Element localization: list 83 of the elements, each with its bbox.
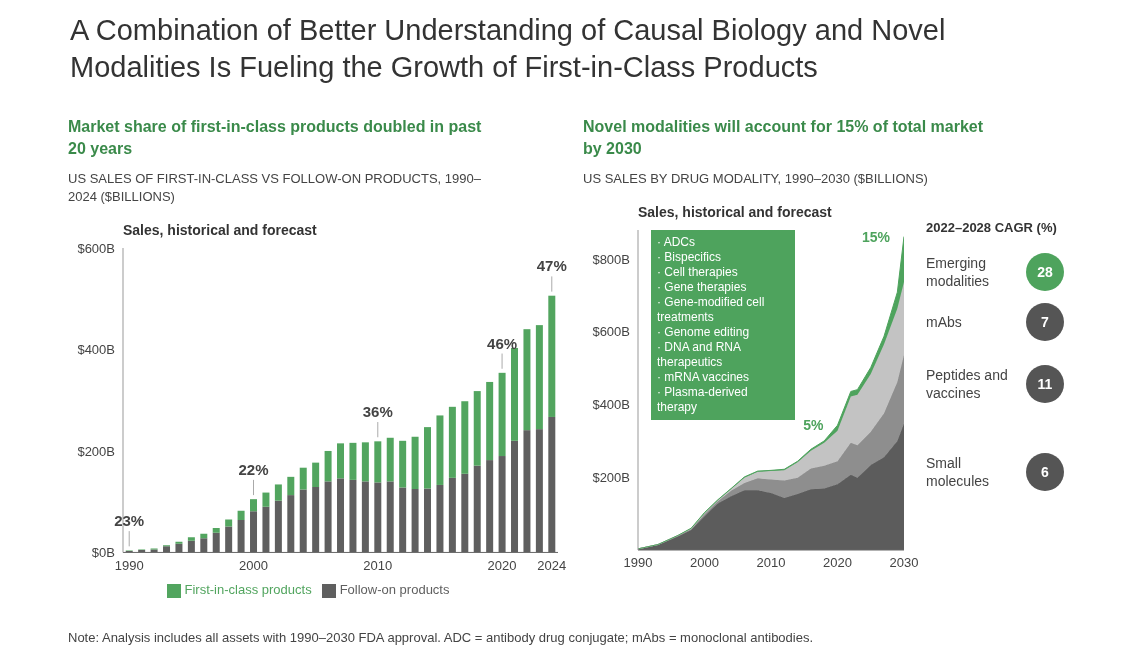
bar	[175, 541, 183, 544]
bar	[274, 484, 282, 501]
chart-subtitle: US SALES OF FIRST-IN-CLASS VS FOLLOW-ON PRODUCTS, 1990–2024 ($BILLIONS)	[68, 170, 482, 206]
bar	[424, 427, 432, 489]
bar	[262, 492, 270, 507]
x-tick-label: 2020	[823, 555, 852, 571]
annotation: 46%	[487, 334, 518, 352]
bar	[535, 325, 543, 430]
bar	[461, 401, 469, 474]
bar	[349, 442, 357, 480]
x-tick-label: 2024	[537, 557, 567, 573]
bar	[361, 442, 369, 482]
y-tick-label: $0B	[91, 545, 115, 561]
bar	[212, 528, 220, 533]
bar	[511, 347, 519, 441]
bar	[523, 329, 531, 431]
y-tick-label: $400B	[77, 342, 115, 358]
annotation: 23%	[114, 512, 145, 530]
bar	[486, 381, 494, 461]
x-tick-label: 1990	[623, 555, 653, 571]
data-label: 6	[1026, 453, 1064, 491]
annotation: · Gene-modified cell treatments	[657, 295, 766, 325]
annotation: · Plasma-derived therapy	[657, 385, 749, 415]
bar	[225, 519, 233, 527]
bar	[411, 436, 419, 490]
text: Sales, historical and forecast	[638, 204, 833, 220]
bar	[324, 450, 332, 482]
x-tick-label: 2010	[756, 555, 786, 571]
text: 2022–2028 CAGR (%)	[926, 220, 1058, 235]
annotation: 5%	[803, 417, 825, 434]
bar	[399, 440, 407, 488]
chart-subtitle: US SALES BY DRUG MODALITY, 1990–2030 ($BILLIONS)	[583, 170, 929, 188]
bar	[250, 499, 258, 512]
annotation: · ADCs	[657, 235, 696, 250]
annotation: 47%	[536, 257, 567, 275]
y-tick-label: $200B	[77, 443, 115, 459]
bar	[237, 510, 245, 520]
bar	[386, 437, 394, 482]
x-tick-label: 2000	[690, 555, 719, 571]
x-tick-label: 2030	[889, 555, 919, 571]
y-tick-label: $200B	[592, 469, 630, 485]
annotation: · mRNA vaccines	[657, 370, 751, 385]
bar	[287, 476, 295, 496]
category-label: Peptides and vaccines	[926, 366, 1009, 402]
text: A Combination of Better Understanding of Causal Biology and Novel Modalities Is Fueling the Growth of First-in-Class Products	[70, 13, 947, 85]
bar	[436, 415, 444, 485]
category-label: Small molecules	[926, 454, 991, 490]
x-tick-label: 2000	[239, 557, 268, 573]
y-tick-label: $400B	[592, 397, 630, 413]
y-tick-label: $800B	[592, 251, 630, 267]
chart-title: Novel modalities will account for 15% of total market by 2030	[583, 117, 985, 159]
bar	[473, 391, 481, 466]
category-label: Emerging modalities	[926, 254, 991, 290]
legend-label: First-in-class products	[184, 582, 312, 598]
x-tick-label: 1990	[114, 557, 144, 573]
annotation: · Cell therapies	[657, 265, 739, 280]
bar	[498, 372, 506, 457]
annotation: · Genome editing	[657, 325, 751, 340]
bar	[548, 295, 556, 417]
data-label: 11	[1026, 365, 1064, 403]
bar	[187, 537, 195, 541]
annotation: 15%	[861, 228, 891, 245]
annotation: · DNA and RNA therapeutics	[657, 340, 742, 370]
data-label: 7	[1026, 303, 1064, 341]
x-tick-label: 2010	[363, 557, 393, 573]
bar	[299, 467, 307, 490]
bar	[337, 443, 345, 479]
legend-label: Follow-on products	[339, 582, 450, 598]
bar	[448, 406, 456, 478]
annotation: · Bispecifics	[657, 250, 722, 265]
bar	[374, 441, 382, 483]
bar	[312, 462, 320, 487]
x-tick-label: 2020	[487, 557, 517, 573]
data-label: 28	[1026, 253, 1064, 291]
y-tick-label: $600B	[592, 324, 630, 340]
category-label: mAbs	[926, 313, 963, 331]
text: Sales, historical and forecast	[123, 222, 318, 238]
annotation: 36%	[362, 403, 393, 421]
y-tick-label: $600B	[77, 240, 115, 256]
chart-title: Market share of first-in-class products doubled in past 20 years	[68, 117, 483, 159]
text: Note: Analysis includes all assets with 1990–2030 FDA approval. ADC = antibody drug conjugate; mAbs = monoclonal antibodies.	[68, 630, 814, 645]
annotation: · Gene therapies	[657, 280, 748, 295]
annotation: 22%	[238, 460, 269, 478]
